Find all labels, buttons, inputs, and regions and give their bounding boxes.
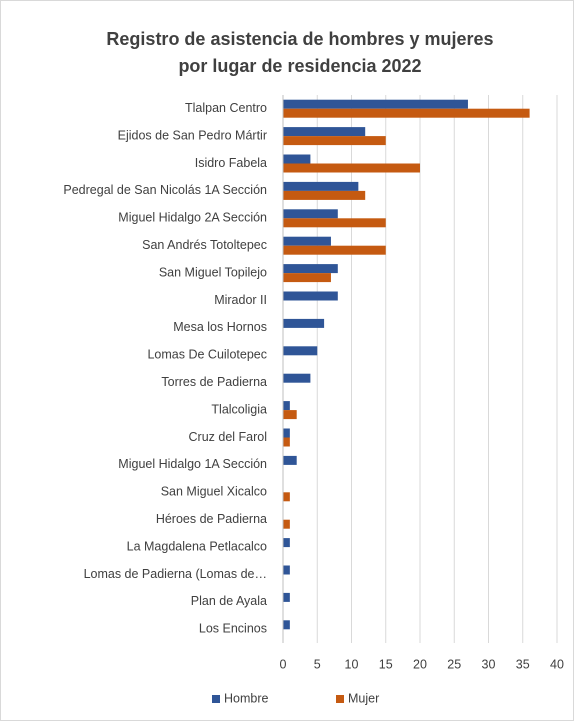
x-tick-label: 25	[447, 657, 461, 671]
bar	[283, 592, 290, 602]
x-tick-label: 10	[345, 657, 359, 671]
y-tick-label: San Andrés Totoltepec	[142, 238, 267, 252]
bar	[283, 236, 331, 246]
bar	[283, 373, 311, 383]
bar	[283, 273, 331, 283]
y-tick-label: Ejidos de San Pedro Mártir	[118, 128, 267, 142]
y-tick-label: Tlalcoligia	[211, 402, 267, 416]
y-tick-label: Lomas de Padierna (Lomas de…	[84, 567, 267, 581]
x-tick-label: 40	[550, 657, 564, 671]
bar	[283, 437, 290, 447]
y-tick-label: Pedregal de San Nicolás 1A Sección	[63, 183, 267, 197]
bar	[283, 428, 290, 438]
y-tick-label: Torres de Padierna	[161, 375, 267, 389]
bar	[283, 401, 290, 411]
bar	[283, 181, 359, 191]
bar	[283, 218, 386, 228]
legend-label: Hombre	[224, 691, 269, 705]
legend-label: Mujer	[348, 691, 379, 705]
chart-title: Registro de asistencia de hombres y muje…	[106, 29, 493, 49]
bar	[283, 154, 311, 164]
x-tick-label: 5	[314, 657, 321, 671]
bar	[283, 519, 290, 529]
bar	[283, 209, 338, 219]
y-tick-label: Isidro Fabela	[195, 156, 267, 170]
bar	[283, 492, 290, 502]
bar	[283, 163, 420, 173]
bar	[283, 136, 386, 146]
bar	[283, 455, 297, 465]
y-tick-label: Miguel Hidalgo 2A Sección	[118, 211, 267, 225]
y-tick-label: Mirador II	[214, 293, 267, 307]
bar	[283, 318, 325, 328]
y-tick-label: Plan de Ayala	[191, 594, 267, 608]
x-tick-label: 30	[482, 657, 496, 671]
bar	[283, 565, 290, 575]
y-tick-label: Cruz del Farol	[189, 430, 268, 444]
bar	[283, 346, 318, 356]
bar	[283, 190, 366, 200]
bar	[283, 410, 297, 420]
y-tick-label: Los Encinos	[199, 622, 267, 636]
y-tick-label: Tlalpan Centro	[185, 101, 267, 115]
y-tick-label: Héroes de Padierna	[156, 512, 267, 526]
y-tick-label: San Miguel Xicalco	[161, 485, 267, 499]
legend-swatch	[336, 695, 344, 703]
bar	[283, 127, 366, 137]
x-tick-label: 0	[280, 657, 287, 671]
bar	[283, 538, 290, 548]
y-tick-label: Lomas De Cuilotepec	[147, 348, 267, 362]
bar	[283, 264, 338, 274]
y-tick-label: San Miguel Topilejo	[159, 265, 267, 279]
bar	[283, 245, 386, 255]
bar	[283, 291, 338, 301]
bar	[283, 99, 468, 109]
chart-title: por lugar de residencia 2022	[178, 56, 421, 76]
bar	[283, 620, 290, 630]
x-tick-label: 15	[379, 657, 393, 671]
y-tick-label: Miguel Hidalgo 1A Sección	[118, 457, 267, 471]
x-tick-label: 35	[516, 657, 530, 671]
y-tick-label: La Magdalena Petlacalco	[127, 539, 267, 553]
bar	[283, 108, 530, 118]
legend-swatch	[212, 695, 220, 703]
y-tick-label: Mesa los Hornos	[173, 320, 267, 334]
x-tick-label: 20	[413, 657, 427, 671]
